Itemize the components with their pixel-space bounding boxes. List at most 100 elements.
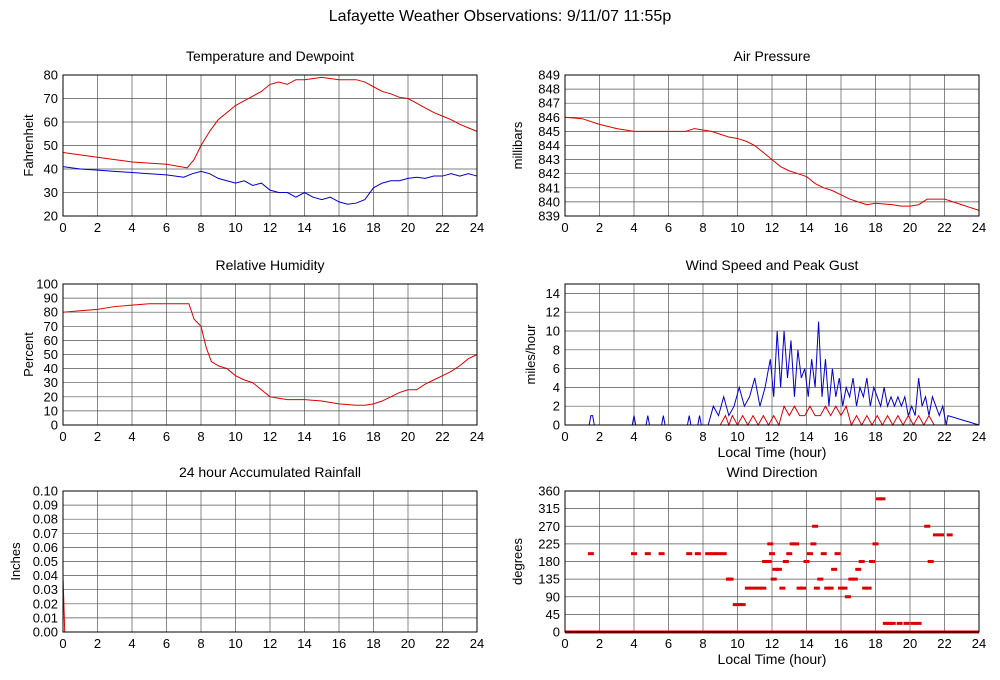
x-tick-label: 22: [435, 636, 449, 651]
data-point: [915, 621, 922, 625]
y-tick-label: 2: [553, 399, 560, 414]
y-tick-label: 0.05: [33, 554, 58, 569]
data-point: [720, 552, 727, 556]
y-tick-label: 20: [44, 209, 58, 224]
x-tick-label: 0: [561, 636, 568, 651]
x-tick-label: 22: [435, 429, 449, 444]
data-point: [838, 586, 844, 590]
data-point: [739, 603, 746, 607]
x-tick-label: 2: [94, 220, 101, 235]
data-point: [796, 586, 803, 590]
x-tick-label: 12: [263, 429, 277, 444]
x-tick-label: 22: [937, 429, 951, 444]
x-tick-label: 20: [903, 636, 917, 651]
x-tick-label: 20: [401, 220, 415, 235]
series-line: [62, 76, 478, 169]
y-tick-label: 0.07: [33, 526, 58, 541]
x-tick-label: 22: [435, 220, 449, 235]
y-tick-label: 80: [44, 68, 58, 83]
data-point: [769, 552, 775, 556]
y-tick-label: 70: [44, 319, 58, 334]
x-tick-label: 2: [596, 636, 603, 651]
y-tick-label: 0: [553, 625, 560, 640]
x-tick-label: 0: [59, 636, 66, 651]
y-tick-label: 0: [51, 418, 58, 433]
data-point: [760, 586, 767, 590]
x-tick-label: 14: [297, 429, 311, 444]
data-point: [872, 542, 879, 546]
x-tick-label: 24: [470, 429, 484, 444]
x-tick-label: 8: [197, 636, 204, 651]
data-point: [770, 577, 777, 581]
x-tick-label: 22: [937, 220, 951, 235]
data-point: [869, 560, 876, 563]
y-tick-label: 12: [546, 305, 560, 320]
y-tick-label: 839: [538, 209, 560, 224]
data-point: [834, 552, 841, 556]
x-tick-label: 24: [972, 220, 986, 235]
x-tick-label: 18: [366, 220, 380, 235]
data-point: [793, 542, 800, 546]
x-tick-label: 8: [699, 429, 706, 444]
x-tick-label: 8: [197, 429, 204, 444]
y-tick-label: 60: [44, 333, 58, 348]
y-tick-label: 843: [538, 152, 560, 167]
series-line: [62, 303, 478, 406]
x-tick-label: 2: [596, 220, 603, 235]
x-tick-label: 6: [163, 220, 170, 235]
y-axis-label: Percent: [21, 332, 36, 377]
y-axis-label: Inches: [8, 542, 23, 581]
y-tick-label: 0.10: [33, 484, 58, 499]
page-title: Lafayette Weather Observations: 9/11/07 …: [328, 8, 672, 25]
x-tick-label: 24: [972, 429, 986, 444]
data-point: [827, 586, 834, 590]
data-point: [705, 552, 712, 556]
data-point: [813, 586, 820, 590]
plot-frame: [62, 490, 478, 633]
x-tick-label: 18: [366, 429, 380, 444]
y-tick-label: 6: [553, 361, 560, 376]
plot-frame: [62, 74, 478, 217]
data-point: [631, 552, 637, 556]
data-point: [848, 577, 855, 581]
y-tick-label: 841: [538, 180, 560, 195]
y-tick-label: 0.08: [33, 512, 58, 527]
x-tick-label: 20: [903, 429, 917, 444]
y-tick-label: 0.04: [33, 568, 58, 583]
y-axis-label: millibars: [510, 121, 525, 169]
y-axis-label: degrees: [510, 538, 525, 585]
data-point: [644, 552, 651, 556]
data-point: [694, 552, 701, 556]
data-point: [727, 577, 734, 581]
x-tick-label: 8: [699, 636, 706, 651]
data-point: [882, 621, 889, 625]
x-tick-label: 12: [263, 636, 277, 651]
x-tick-label: 12: [765, 429, 779, 444]
plot-frame: [62, 283, 478, 426]
data-point: [800, 586, 807, 590]
x-tick-label: 10: [228, 636, 242, 651]
data-point: [744, 586, 751, 590]
y-tick-label: 40: [44, 162, 58, 177]
y-tick-label: 845: [538, 124, 560, 139]
x-tick-label: 24: [972, 636, 986, 651]
y-tick-label: 20: [44, 389, 58, 404]
data-point: [767, 542, 774, 546]
y-tick-label: 10: [44, 403, 58, 418]
data-point: [803, 560, 810, 563]
data-point: [924, 524, 931, 528]
y-tick-label: 849: [538, 68, 560, 83]
plot-frame: [564, 283, 980, 426]
x-tick-label: 10: [730, 220, 744, 235]
x-tick-label: 18: [366, 636, 380, 651]
x-tick-label: 22: [937, 636, 951, 651]
data-point: [806, 552, 813, 556]
chart-title: Air Pressure: [733, 48, 810, 64]
y-axis-label: Fahrenheit: [21, 114, 36, 177]
data-point: [896, 621, 903, 625]
data-point: [779, 586, 786, 590]
